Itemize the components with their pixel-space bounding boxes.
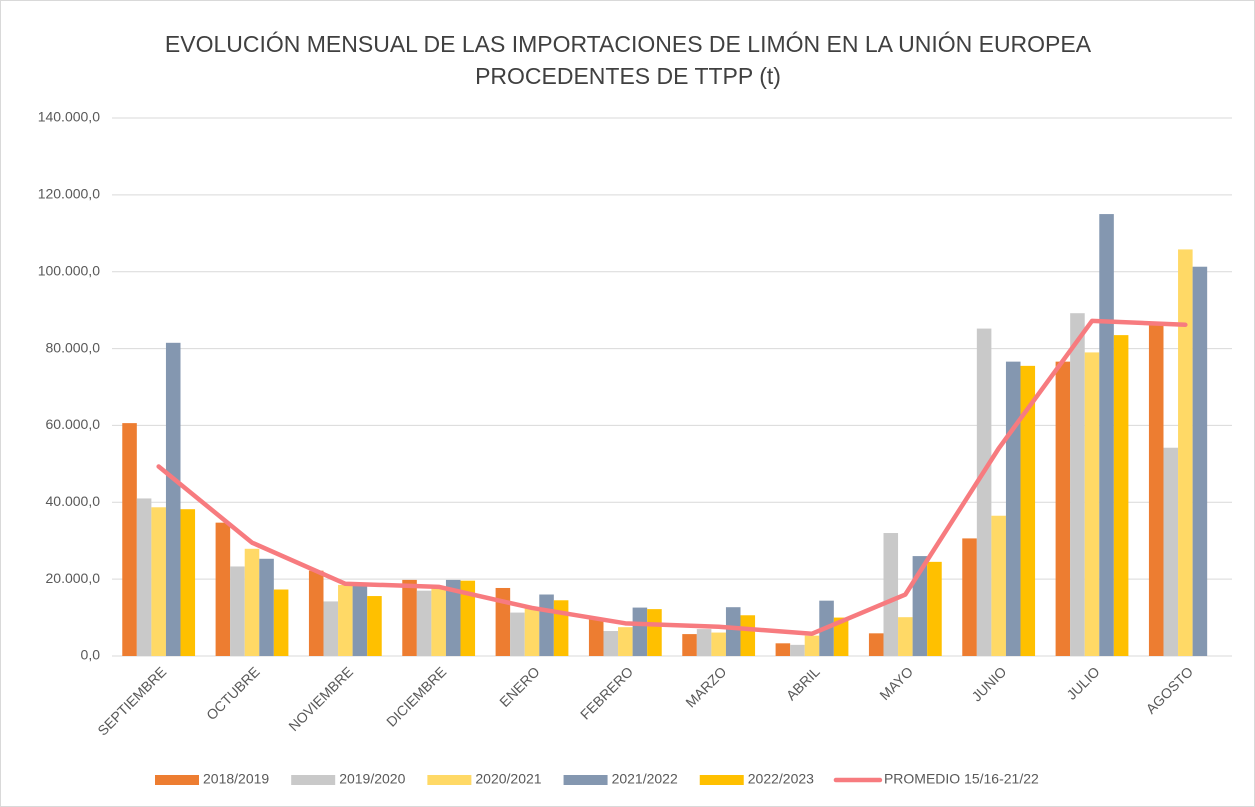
bar: [1178, 249, 1193, 656]
bar: [1084, 352, 1100, 656]
y-tick-label: 80.000,0: [46, 339, 101, 355]
legend-swatch: [291, 775, 336, 785]
chart-title: PROCEDENTES DE TTPP (t): [475, 63, 781, 89]
bar: [833, 617, 849, 656]
bar: [180, 509, 196, 656]
bar: [647, 609, 662, 656]
bar: [711, 632, 726, 656]
legend-label: 2019/2020: [339, 771, 405, 787]
bar: [431, 586, 446, 656]
bar: [338, 584, 353, 656]
bar: [1005, 361, 1021, 656]
bar: [308, 570, 324, 656]
bar: [244, 548, 260, 656]
y-tick-label: 120.000,0: [38, 186, 100, 202]
bar: [740, 615, 756, 656]
bar: [991, 515, 1006, 656]
bar: [725, 607, 741, 656]
legend-label: 2022/2023: [748, 771, 814, 787]
legend-label: PROMEDIO 15/16-21/22: [884, 771, 1039, 787]
bar: [1192, 266, 1208, 656]
bar: [1148, 325, 1164, 656]
legend-label: 2021/2022: [612, 771, 678, 787]
bar: [618, 627, 633, 656]
bar: [215, 522, 231, 656]
y-tick-label: 100.000,0: [38, 262, 100, 278]
bar: [510, 612, 525, 656]
bar: [553, 600, 569, 656]
bar: [352, 585, 368, 656]
bar: [416, 590, 432, 656]
bar: [682, 634, 697, 656]
bar: [273, 589, 289, 656]
bar: [323, 601, 339, 656]
bar: [1113, 335, 1129, 656]
legend-swatch: [427, 775, 472, 785]
y-tick-label: 60.000,0: [46, 416, 101, 432]
bar: [790, 644, 805, 656]
bar: [1020, 365, 1036, 656]
bar: [1055, 361, 1071, 656]
bar: [804, 635, 820, 656]
line: [156, 318, 1188, 636]
bar: [775, 643, 791, 656]
bar: [165, 342, 181, 656]
legend-swatch: [699, 775, 744, 785]
chart-title: EVOLUCIÓN MENSUAL DE LAS IMPORTACIONES D…: [165, 31, 1092, 57]
bar: [868, 633, 884, 656]
bar: [122, 423, 137, 656]
bar: [1099, 214, 1114, 657]
bar: [495, 587, 511, 656]
bar: [1163, 447, 1179, 656]
bar: [632, 607, 648, 656]
bar: [539, 594, 554, 656]
y-tick-label: 40.000,0: [46, 493, 101, 509]
bar: [962, 538, 977, 656]
bar: [1070, 313, 1085, 656]
bar: [136, 498, 152, 656]
bar: [524, 607, 540, 656]
y-tick-label: 20.000,0: [46, 570, 101, 586]
legend-label: 2020/2021: [475, 771, 541, 787]
bar: [976, 328, 992, 656]
bar: [696, 629, 712, 656]
legend-swatch: [155, 775, 199, 785]
bar: [898, 617, 913, 656]
bar: [259, 558, 274, 656]
bar: [445, 579, 461, 656]
bar: [402, 579, 417, 656]
legend-label: 2018/2019: [203, 771, 269, 787]
bar: [883, 533, 899, 656]
y-tick-label: 0,0: [81, 647, 101, 663]
bar: [151, 507, 166, 656]
legend-swatch: [563, 775, 608, 785]
bar: [588, 618, 604, 656]
bar: [230, 566, 245, 656]
y-tick-label: 140.000,0: [38, 109, 100, 125]
bar: [927, 561, 942, 656]
bar: [367, 596, 382, 656]
bar: [603, 631, 619, 656]
bar: [460, 580, 476, 656]
